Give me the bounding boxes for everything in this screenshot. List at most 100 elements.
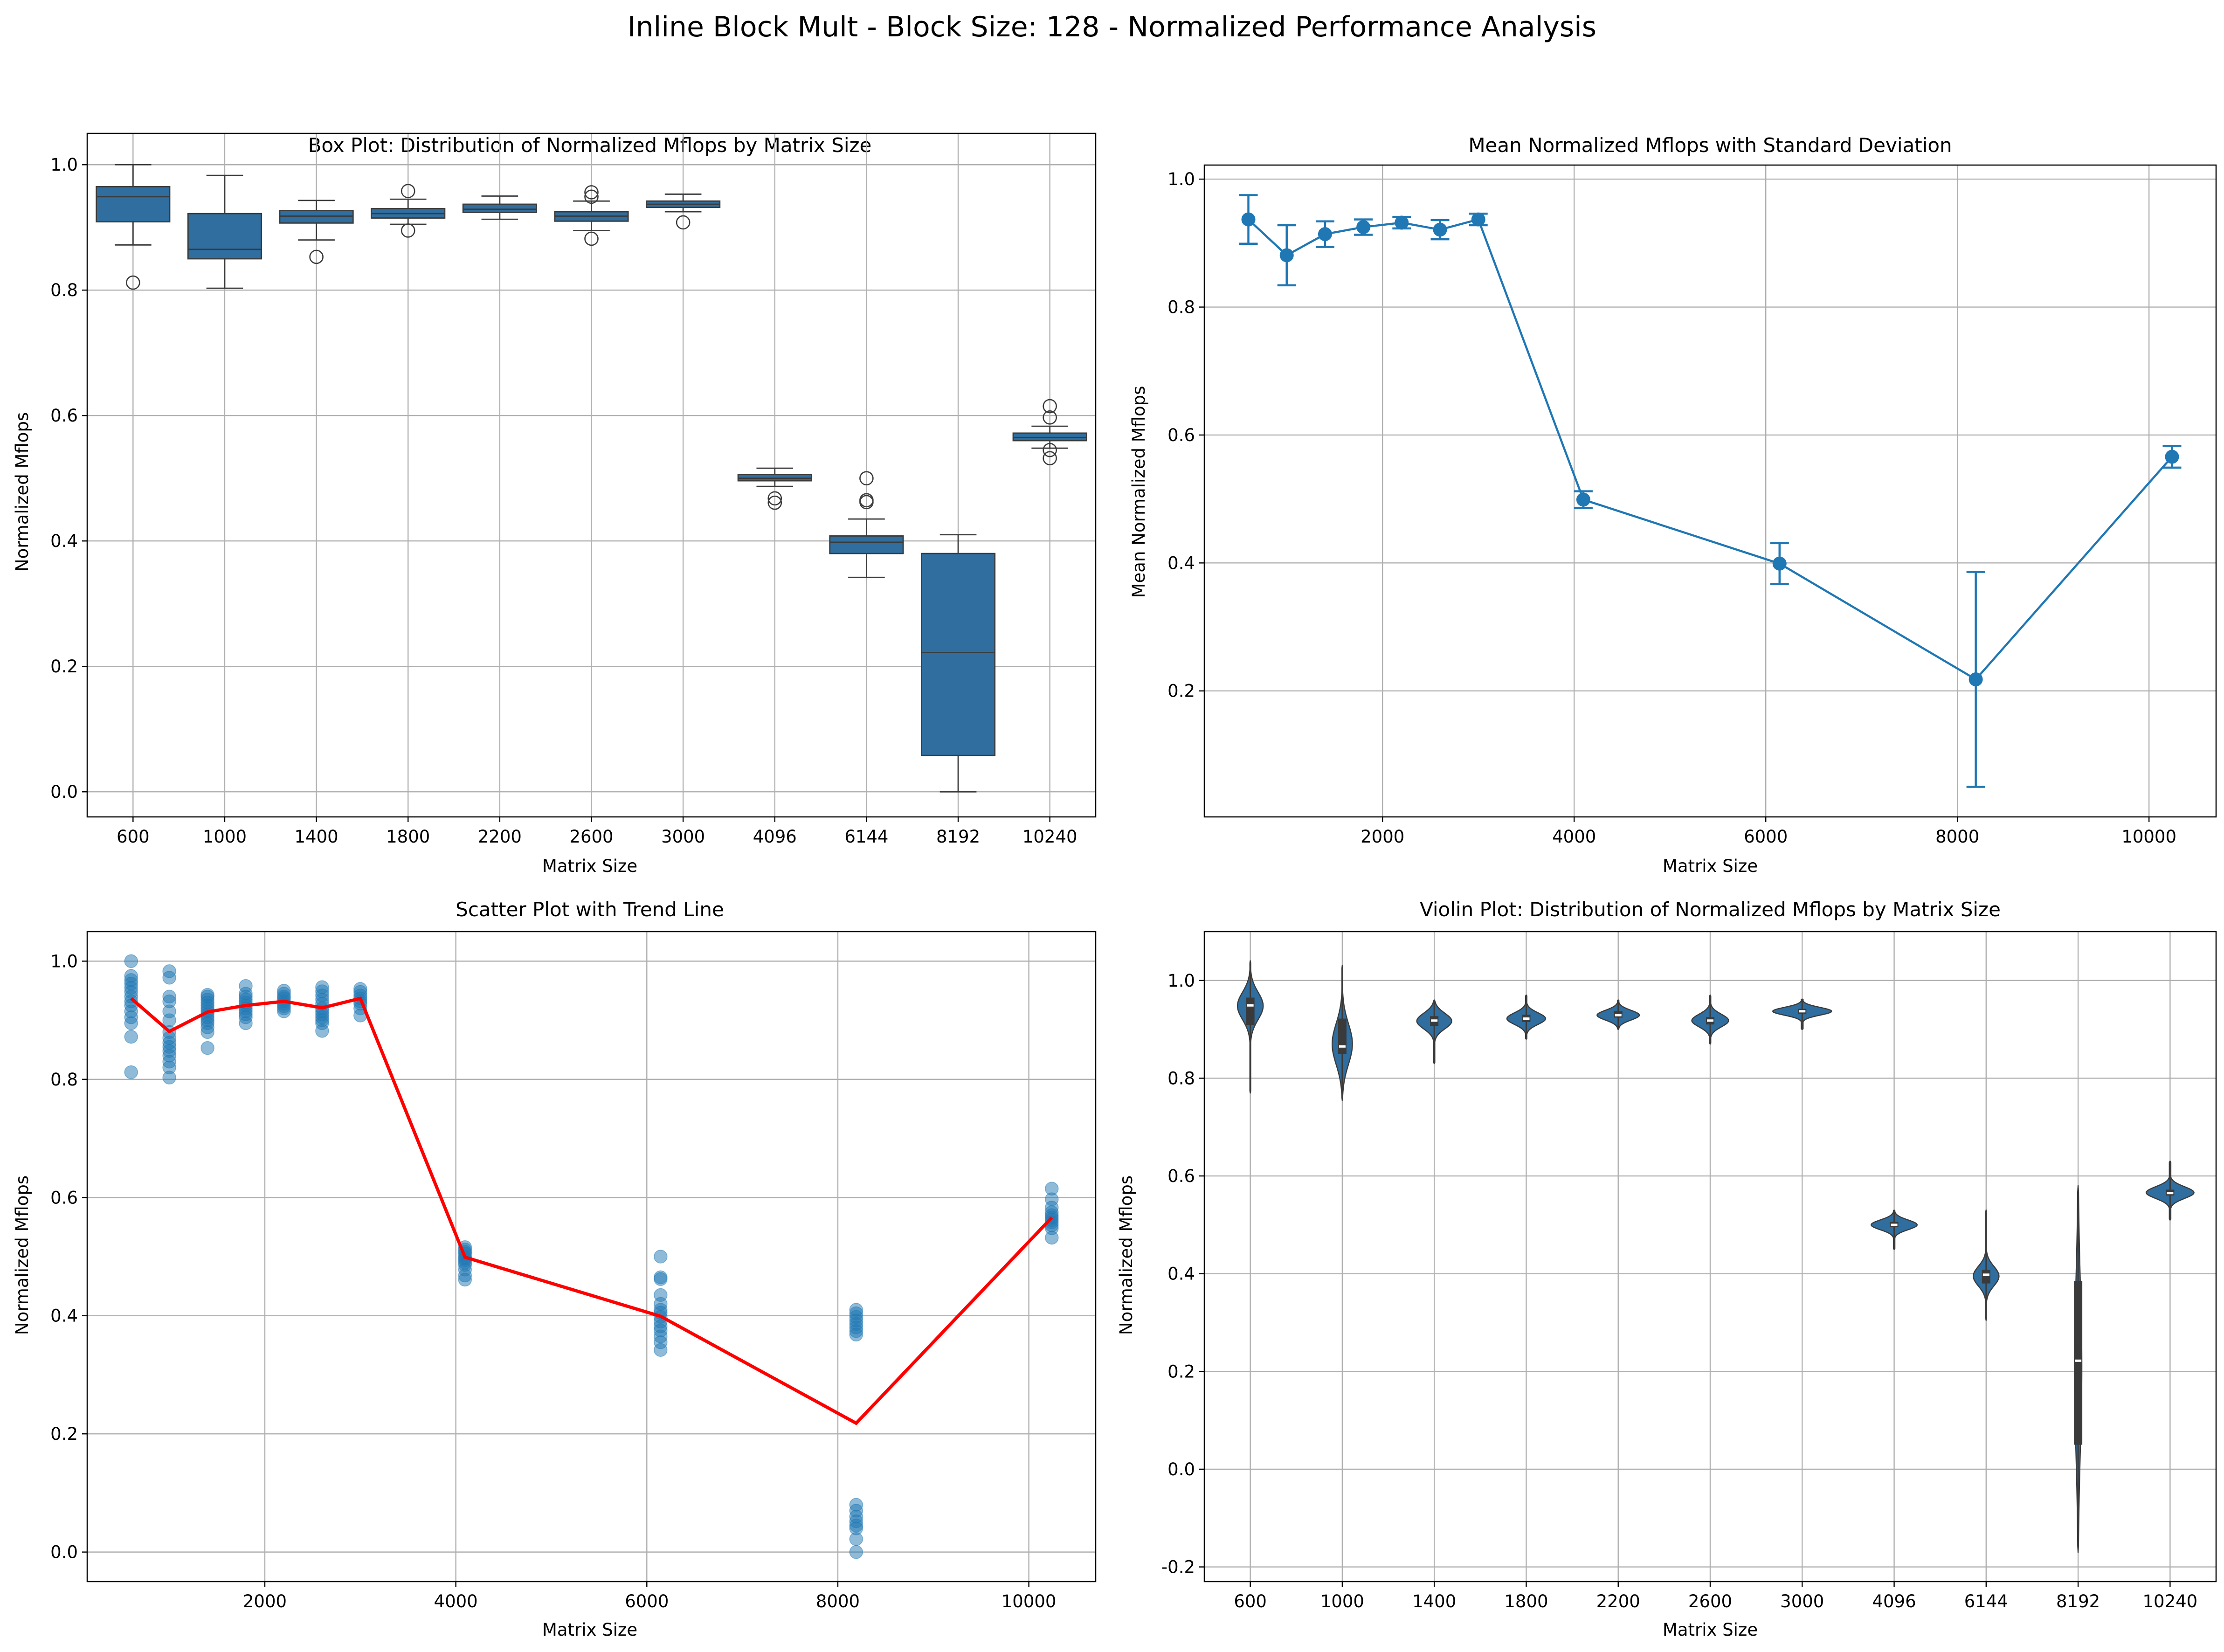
- mean-plot-panel: Mean Normalized Mflops with Standard Dev…: [1129, 134, 2217, 876]
- mean-xtick-label: 2000: [1361, 827, 1404, 847]
- mean-point: [1471, 212, 1485, 227]
- box-plot-xlabel: Matrix Size: [542, 856, 637, 876]
- violin-frame: [1203, 931, 2217, 1583]
- violin-xtick-label: 2200: [1596, 1591, 1640, 1611]
- violin-iqr-box: [1982, 1270, 1990, 1284]
- scatter-point: [162, 1071, 176, 1085]
- scatter-ytick-label: 0.8: [50, 1070, 78, 1090]
- box-ytick-label: 0.6: [50, 406, 78, 426]
- scatter-ytick-label: 0.2: [50, 1424, 78, 1444]
- violin-xtick-label: 8192: [2056, 1591, 2100, 1611]
- violin-iqr-box: [2074, 1281, 2083, 1445]
- mean-ytick-label: 0.8: [1167, 297, 1195, 318]
- box-ytick-label: 0.2: [50, 657, 78, 677]
- box-xtick-label: 8192: [936, 827, 980, 847]
- violin-xtick-label: 3000: [1780, 1591, 1824, 1611]
- box-plot-title: Box Plot: Distribution of Normalized Mfl…: [308, 134, 872, 157]
- mean-point: [1241, 212, 1256, 227]
- box-xtick-label: 2600: [569, 827, 613, 847]
- mean-xtick-label: 10000: [2121, 827, 2176, 847]
- mean-point: [1772, 556, 1787, 571]
- scatter-xtick-label: 8000: [816, 1591, 860, 1611]
- box-flier-point: [767, 491, 782, 506]
- scatter-plot-area: 0.0 0.2 0.4 0.6 0.8 1.0 2000 4000 6000 8000 10000: [50, 931, 1097, 1611]
- scatter-point: [458, 1272, 472, 1287]
- figure-suptitle: Inline Block Mult - Block Size: 128 - No…: [628, 11, 1596, 43]
- box-flier-point: [1043, 451, 1057, 465]
- box-xtick-label: 1800: [386, 827, 430, 847]
- mean-ytick-label: 0.6: [1167, 425, 1195, 445]
- trend-line: [130, 996, 1053, 1425]
- box-ytick-label: 0.0: [50, 782, 78, 802]
- scatter-point: [162, 1013, 176, 1027]
- mean-point: [1318, 227, 1332, 242]
- box-plot-ylabel: Normalized Mflops: [12, 412, 32, 572]
- box-ytick-label: 1.0: [50, 155, 78, 175]
- mean-point: [1395, 215, 1409, 230]
- box-xtick-label: 3000: [661, 827, 705, 847]
- mean-plot-area: 0.2 0.4 0.6 0.8 1.0 2000 4000 6000 8000 10000: [1167, 164, 2217, 847]
- scatter-point: [849, 1327, 863, 1342]
- box-rect: [462, 203, 537, 213]
- box-flier-point: [401, 223, 415, 238]
- violin-ytick-label: 0.4: [1167, 1264, 1195, 1284]
- scatter-point: [124, 954, 138, 968]
- violin-ytick-label: -0.2: [1161, 1557, 1195, 1577]
- scatter-point: [124, 1016, 138, 1030]
- box-flier-point: [126, 275, 140, 290]
- scatter-xtick-label: 4000: [434, 1591, 478, 1611]
- violin-plot-area: -0.2 0.0 0.2 0.4 0.6 0.8 1.0 600 1000 1400 1800 220…: [1161, 931, 2217, 1611]
- mean-point: [1968, 672, 1983, 687]
- scatter-point: [124, 1065, 138, 1079]
- scatter-plot-ylabel: Normalized Mflops: [12, 1175, 32, 1335]
- scatter-ytick-label: 0.0: [50, 1542, 78, 1562]
- violin-xtick-label: 2600: [1688, 1591, 1732, 1611]
- mean-ytick-label: 0.4: [1167, 553, 1195, 573]
- violin-ytick-label: 0.8: [1167, 1068, 1195, 1088]
- scatter-point: [654, 1343, 668, 1357]
- box-xtick-label: 10240: [1022, 827, 1077, 847]
- box-rect: [829, 535, 904, 554]
- box-flier-point: [1043, 399, 1057, 414]
- mean-plot-xlabel: Matrix Size: [1663, 856, 1758, 876]
- box-flier-point: [859, 471, 874, 486]
- box-plot-area: 0.0 0.2 0.4 0.6 0.8 1.0 600 1000 1400 1800 2200 260…: [50, 132, 1097, 847]
- box-flier-point: [676, 215, 691, 230]
- scatter-ytick-label: 0.6: [50, 1188, 78, 1208]
- scatter-point: [849, 1532, 863, 1546]
- box-flier-point: [1043, 442, 1057, 457]
- box-frame: [86, 132, 1097, 818]
- violin-xtick-label: 600: [1234, 1591, 1267, 1611]
- scatter-xtick-label: 2000: [243, 1591, 287, 1611]
- box-flier-point: [584, 185, 599, 200]
- mean-xtick-label: 4000: [1552, 827, 1596, 847]
- violin-plot-xlabel: Matrix Size: [1663, 1620, 1758, 1640]
- mean-point: [1433, 222, 1447, 237]
- scatter-xtick-label: 10000: [1001, 1591, 1057, 1611]
- scatter-point: [239, 1016, 253, 1030]
- mean-point: [1356, 220, 1371, 235]
- mean-plot-ylabel: Mean Normalized Mflops: [1129, 386, 1149, 598]
- mean-frame: [1203, 164, 2217, 818]
- violin-xtick-label: 1400: [1412, 1591, 1456, 1611]
- violin-xtick-label: 1000: [1320, 1591, 1364, 1611]
- mean-xtick-label: 8000: [1935, 827, 1979, 847]
- mean-ytick-label: 1.0: [1167, 169, 1195, 189]
- violin-ytick-label: 0.2: [1167, 1362, 1195, 1382]
- box-xtick-label: 600: [117, 827, 150, 847]
- box-flier-point: [859, 495, 874, 510]
- scatter-point: [277, 1004, 291, 1018]
- box-flier-point: [584, 189, 599, 204]
- box-xtick-label: 4096: [753, 827, 797, 847]
- scatter-point: [315, 1024, 329, 1038]
- violin-plot-ylabel: Normalized Mflops: [1116, 1175, 1136, 1335]
- mean-point: [2165, 449, 2179, 464]
- scatter-plot-panel: Scatter Plot with Trend Line 0.00.20.40.…: [12, 898, 1097, 1640]
- violin-xtick-label: 1800: [1504, 1591, 1548, 1611]
- scatter-point: [124, 1030, 138, 1044]
- mean-xtick-label: 6000: [1744, 827, 1788, 847]
- violin-plot-title: Violin Plot: Distribution of Normalized …: [1420, 898, 2001, 921]
- scatter-point: [200, 1041, 214, 1055]
- scatter-point: [654, 1250, 668, 1264]
